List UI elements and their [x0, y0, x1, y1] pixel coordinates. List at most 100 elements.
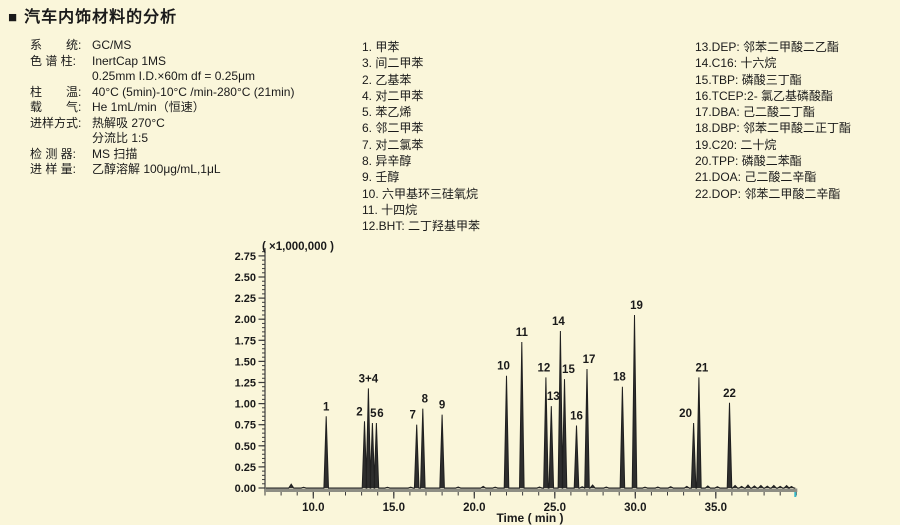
x-axis-title: Time ( min ) [496, 511, 563, 525]
y-tick-label: 0.00 [235, 483, 256, 495]
condition-value: InertCap 1MS [92, 53, 167, 68]
peak-label-8: 8 [422, 394, 429, 406]
legend-item: 9. 壬醇 [362, 170, 400, 185]
x-tick-label: 15.0 [383, 502, 405, 514]
chromatogram-trace [265, 314, 796, 489]
condition-value: 0.25mm I.D.×60m df = 0.25μm [92, 69, 255, 83]
y-tick-label: 2.25 [235, 293, 256, 305]
peak-label-17: 17 [583, 354, 596, 366]
legend-item: 20.TPP: 磷酸二苯酯 [695, 154, 802, 169]
chromatogram-chart: 0.00 0.25 0.50 0.75 1.00 1.25 1.50 1.75 2.00 2.25… [230, 236, 900, 525]
condition-row: 系 统: GC/MS [30, 38, 294, 54]
peak-label-18: 18 [613, 372, 626, 384]
condition-row: 0.25mm I.D.×60m df = 0.25μm [30, 69, 294, 85]
condition-row: 色 谱 柱: InertCap 1MS [30, 54, 294, 70]
peak-label-7: 7 [409, 410, 415, 422]
peak-label-3+4: 3+4 [359, 373, 379, 385]
x-tick-label: 35.0 [705, 502, 727, 514]
legend-item: 16.TCEP:2- 氯乙基磷酸酯 [695, 88, 834, 103]
peak-label-6: 6 [377, 408, 383, 420]
x-tick-label: 30.0 [624, 502, 646, 514]
legend-item: 13.DEP: 邻苯二甲酸二乙酯 [695, 40, 840, 54]
peak-label-10: 10 [497, 361, 510, 373]
legend-item: 11. 十四烷 [362, 202, 418, 217]
peak-label-11: 11 [516, 327, 529, 339]
legend-item: 17.DBA: 己二酸二丁酯 [695, 105, 816, 120]
legend-item: 3. 间二甲苯 [362, 56, 424, 71]
condition-label [30, 131, 92, 147]
chromatogram-svg: 0.00 0.25 0.50 0.75 1.00 1.25 1.50 1.75 2.00 2.25… [235, 241, 798, 525]
peak-label-21: 21 [695, 362, 708, 374]
x-tick-label: 20.0 [463, 502, 485, 514]
condition-value: 40°C (5min)-10°C /min-280°C (21min) [92, 84, 295, 99]
y-unit-note: ( ×1,000,000 ) [262, 241, 334, 253]
y-tick-label: 2.50 [235, 272, 256, 284]
legend-item: 8. 异辛醇 [362, 154, 412, 169]
condition-row: 载 气: He 1mL/min（恒速） [30, 100, 294, 116]
title-bullet-icon: ■ [8, 9, 19, 26]
y-tick-label: 1.50 [235, 356, 256, 368]
legend-item: 7. 对二氯苯 [362, 137, 424, 152]
peak-label-13: 13 [547, 391, 560, 403]
legend-item: 18.DBP: 邻苯二甲酸二正丁酯 [695, 121, 852, 136]
legend-item: 6. 邻二甲苯 [362, 121, 424, 136]
condition-row: 进样方式: 热解吸 270°C [30, 116, 294, 132]
condition-label: 进 样 量: [30, 162, 77, 176]
peak-label-19: 19 [630, 300, 643, 312]
x-tick-label: 10.0 [302, 502, 324, 514]
peak-legend-column-2: 13.DEP: 邻苯二甲酸二乙酯 14.C16: 十六烷 15.TBP: 磷酸三丁酯… [695, 39, 851, 202]
condition-value: 热解吸 270°C [92, 115, 165, 130]
y-tick-label: 0.75 [235, 420, 256, 432]
title-text: 汽车内饰材料的分析 [24, 9, 178, 26]
peak-label-12: 12 [538, 362, 551, 374]
legend-item: 4. 对二甲苯 [362, 88, 424, 103]
x-tick-label: 25.0 [544, 502, 566, 514]
condition-label: 柱 温: [30, 84, 82, 99]
x-axis-line [264, 488, 798, 492]
legend-item: 12.BHT: 二丁羟基甲苯 [362, 219, 481, 234]
peak-label-14: 14 [552, 316, 565, 328]
condition-value: 乙醇溶解 100μg/mL,1μL [92, 162, 221, 176]
y-tick-label: 0.50 [235, 441, 256, 453]
legend-item: 10. 六甲基环三硅氧烷 [362, 186, 479, 201]
y-tick-label: 0.25 [235, 462, 256, 474]
condition-label: 色 谱 柱: [30, 53, 77, 68]
condition-label: 进样方式: [30, 115, 82, 130]
legend-item: 22.DOP: 邻苯二甲酸二辛酯 [695, 186, 841, 201]
condition-label: 检 测 器: [30, 146, 77, 161]
legend-item: 21.DOA: 己二酸二辛酯 [695, 170, 817, 185]
legend-item: 5. 苯乙烯 [362, 105, 412, 120]
condition-row: 检 测 器: MS 扫描 [30, 147, 294, 163]
condition-row: 柱 温: 40°C (5min)-10°C /min-280°C (21min) [30, 85, 294, 101]
condition-label [30, 69, 92, 85]
y-tick-label: 1.75 [235, 335, 256, 347]
peak-legend-column-1: 1. 甲苯 3. 间二甲苯 2. 乙基苯 4. 对二甲苯 5. 苯乙烯 6. 邻二甲苯 7.… [362, 39, 480, 235]
legend-item: 1. 甲苯 [362, 40, 400, 54]
condition-row: 进 样 量: 乙醇溶解 100μg/mL,1μL [30, 162, 294, 178]
y-tick-label: 1.00 [235, 399, 256, 411]
peak-label-2: 2 [356, 406, 362, 418]
legend-item: 2. 乙基苯 [362, 72, 412, 87]
peak-label-15: 15 [562, 364, 575, 376]
legend-item: 19.C20: 二十烷 [695, 137, 777, 152]
condition-value: GC/MS [92, 38, 132, 52]
axis-end-marker [794, 492, 797, 497]
analysis-conditions: 系 统: GC/MS 色 谱 柱: InertCap 1MS 0.25mm I.D.×6… [30, 38, 294, 178]
condition-label: 载 气: [30, 100, 82, 114]
y-tick-label: 1.25 [235, 378, 256, 390]
condition-value: He 1mL/min（恒速） [92, 100, 205, 114]
y-tick-label: 2.75 [235, 251, 256, 263]
page-title: ■ 汽车内饰材料的分析 [8, 3, 177, 27]
condition-value: 分流比 1:5 [92, 131, 149, 145]
y-tick-label: 2.00 [235, 314, 256, 326]
peak-label-20: 20 [679, 408, 692, 420]
peak-label-5: 5 [370, 408, 377, 420]
peak-label-1: 1 [323, 401, 330, 413]
legend-item: 15.TBP: 磷酸三丁酯 [695, 72, 802, 87]
condition-row: 分流比 1:5 [30, 131, 294, 147]
condition-value: MS 扫描 [92, 146, 138, 161]
legend-item: 14.C16: 十六烷 [695, 56, 777, 71]
peak-label-22: 22 [723, 388, 736, 400]
condition-label: 系 统: [30, 38, 82, 52]
